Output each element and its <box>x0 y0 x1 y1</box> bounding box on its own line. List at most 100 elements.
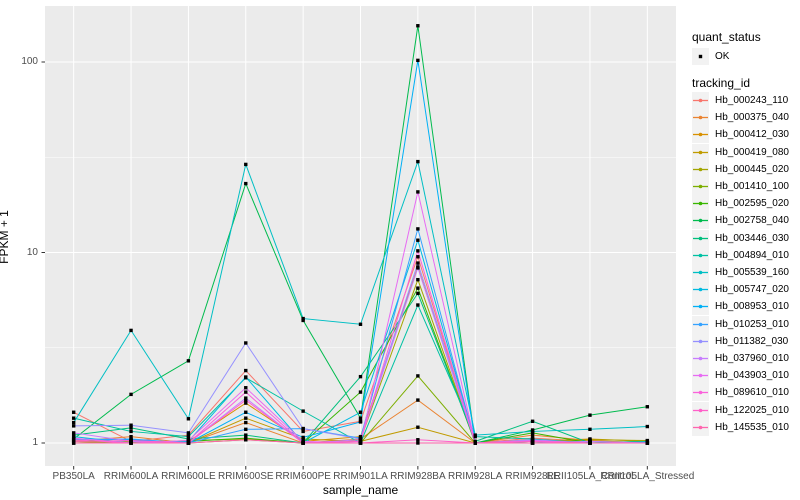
legend-entry-Hb_000419_080: Hb_000419_080 <box>692 143 800 161</box>
legend-entry-Hb_005539_160: Hb_005539_160 <box>692 264 800 281</box>
data-point <box>358 416 363 420</box>
legend-title-quant-status: quant_status <box>692 30 761 44</box>
data-point <box>129 438 133 443</box>
legend-entry-Hb_003446_030: Hb_003446_030 <box>692 229 800 247</box>
data-point <box>416 24 420 28</box>
line-point-icon <box>693 219 708 223</box>
data-point <box>129 429 133 434</box>
line-point-icon <box>693 408 708 412</box>
data-point <box>301 429 305 434</box>
data-point <box>530 433 535 437</box>
data-point <box>530 429 535 434</box>
ok-point-icon <box>698 54 703 59</box>
line-point-icon <box>693 287 708 292</box>
data-point <box>186 434 191 439</box>
data-point <box>588 441 592 445</box>
data-point <box>416 58 420 63</box>
data-point <box>244 386 248 390</box>
data-point <box>416 425 420 429</box>
x-tick-label-RRIM600LE: RRIM600LE <box>161 471 216 482</box>
legend-entry-Hb_000243_110: Hb_000243_110 <box>692 92 800 109</box>
line-point-icon <box>693 356 708 361</box>
legend-key-swatch <box>692 315 709 333</box>
legend-key-label: Hb_011382_030 <box>715 335 789 347</box>
x-tick-label-RRII105LA_Stressed: RRII105LA_Stressed <box>600 471 695 482</box>
data-point <box>186 359 191 363</box>
legend-entry-Hb_000412_030: Hb_000412_030 <box>692 126 800 144</box>
data-point <box>416 303 420 307</box>
legend-entry-Hb_011382_030: Hb_011382_030 <box>692 332 800 350</box>
data-point <box>416 286 420 290</box>
legend-entry-Hb_145535_010: Hb_145535_010 <box>692 418 800 436</box>
ok-key-box <box>692 48 709 65</box>
y-axis-title: FPKM + 1 <box>0 210 11 264</box>
data-point <box>358 420 363 424</box>
data-point <box>71 410 76 414</box>
x-tick-label-RRIM600PE: RRIM600PE <box>275 471 331 482</box>
legend-key-label: Hb_089610_010 <box>715 387 789 399</box>
data-point <box>645 405 650 409</box>
data-point <box>301 435 305 440</box>
legend-key-label: Hb_003446_030 <box>715 232 789 244</box>
legend-key-swatch <box>692 332 709 350</box>
legend-key-label: Hb_010253_010 <box>715 318 789 330</box>
data-point <box>416 190 420 194</box>
x-tick-label-RRIM928LE: RRIM928LE <box>505 471 560 482</box>
line-point-icon <box>693 339 708 344</box>
x-axis-title: sample_name <box>322 483 399 497</box>
data-point <box>416 227 420 231</box>
data-point <box>416 255 420 259</box>
legend-entry-Hb_010253_010: Hb_010253_010 <box>692 315 800 333</box>
data-point <box>530 419 535 423</box>
data-point <box>416 277 420 282</box>
data-point <box>129 392 133 397</box>
legend-key-label: OK <box>715 51 730 62</box>
legend-key-swatch <box>692 92 709 109</box>
legend-entry-Hb_005747_020: Hb_005747_020 <box>692 281 800 299</box>
legend-key-swatch <box>692 384 709 402</box>
legend-key-label: Hb_000412_030 <box>715 129 789 141</box>
legend-key-swatch <box>692 126 709 144</box>
y-tick-label: 10 <box>26 246 38 258</box>
data-point <box>301 409 305 413</box>
data-point <box>416 374 420 378</box>
data-point <box>186 417 191 421</box>
data-point <box>473 433 477 437</box>
legend-key-swatch <box>692 195 709 213</box>
data-point <box>244 368 248 373</box>
legend-entry-Hb_008953_010: Hb_008953_010 <box>692 298 800 316</box>
legend-key-swatch <box>692 109 709 127</box>
line-point-icon <box>693 305 708 309</box>
legend-key-swatch <box>692 418 709 436</box>
legend-entry-Hb_122025_010: Hb_122025_010 <box>692 401 800 419</box>
data-point <box>129 423 133 427</box>
data-point <box>645 441 650 445</box>
data-point <box>416 438 420 442</box>
data-point <box>244 162 248 167</box>
x-tick-label-RRIM600SE: RRIM600SE <box>217 471 274 482</box>
legend-key-label: Hb_002758_040 <box>715 215 789 227</box>
data-point <box>71 424 76 428</box>
data-point <box>244 181 248 186</box>
legend-key-swatch <box>692 212 709 230</box>
x-tick-label-RRIM901LA: RRIM901LA <box>333 471 388 482</box>
legend-title-tracking-id: tracking_id <box>692 76 751 90</box>
data-point <box>473 441 477 445</box>
data-point <box>358 390 363 394</box>
legend-key-swatch <box>692 367 709 385</box>
data-point <box>358 410 363 414</box>
legend-key-label: Hb_001410_100 <box>715 181 789 192</box>
data-point <box>358 441 363 445</box>
data-point <box>416 238 420 242</box>
data-point <box>244 438 248 442</box>
legend-key-swatch <box>692 229 709 247</box>
x-tick-label-RRIM928LA: RRIM928LA <box>447 471 503 482</box>
data-point <box>416 249 420 253</box>
data-point <box>244 375 248 379</box>
legend-key-swatch <box>692 143 709 161</box>
data-point <box>71 431 76 435</box>
data-point <box>129 441 133 445</box>
data-point <box>416 266 420 270</box>
